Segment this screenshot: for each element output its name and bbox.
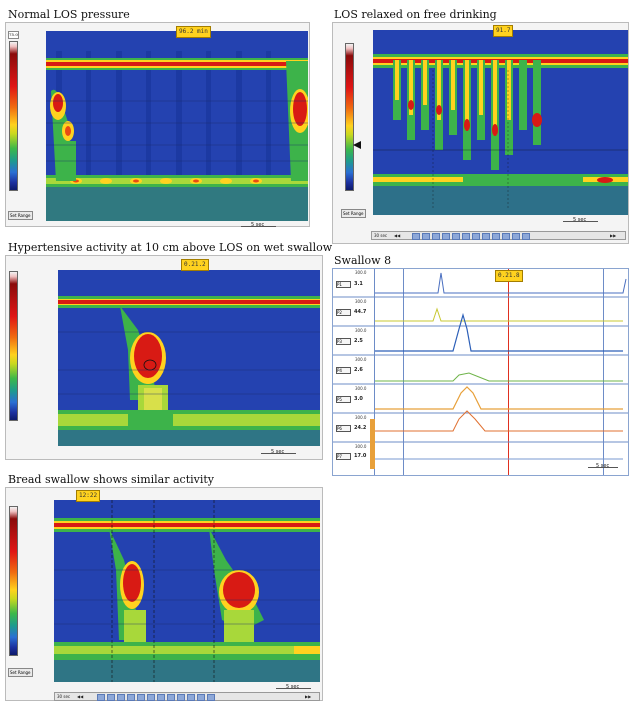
time-scale: 5 sec <box>241 222 276 233</box>
pressure-colorbar <box>9 41 18 191</box>
forward-icon[interactable]: ▶▶ <box>305 694 312 699</box>
time-marker[interactable]: 96.2 min <box>176 26 211 38</box>
channel-max: 300.0 <box>355 270 367 275</box>
plot-frame: 75.0 Set Range <box>5 22 310 228</box>
channel-max: 300.0 <box>355 357 367 362</box>
channel-value: 44.7 <box>354 309 367 315</box>
speed-label: 30 sec <box>374 233 388 238</box>
speed-label: 30 sec <box>57 694 71 699</box>
panel-swallow-8: Swallow 8 0.21.8 P1 3.1 300.0 P2 44.7 <box>327 248 629 478</box>
rewind-icon[interactable]: ◀◀ <box>394 233 401 238</box>
plot-frame: Set Range <box>5 487 323 701</box>
scroll-handle[interactable] <box>370 419 375 469</box>
frame-cell[interactable] <box>167 694 175 701</box>
pointer-arrow-icon <box>353 141 361 149</box>
time-marker[interactable]: 0.21.8 <box>495 270 523 282</box>
frame-cell[interactable] <box>492 233 500 240</box>
frame-cell[interactable] <box>137 694 145 701</box>
time-scale: 5 sec <box>261 449 296 460</box>
panel-los-relaxed: LOS relaxed on free drinking Set Range <box>327 0 629 245</box>
channel-max: 300.0 <box>355 444 367 449</box>
frame-cell[interactable] <box>432 233 440 240</box>
time-scale: 5 sec <box>588 463 618 474</box>
channel-value: 3.0 <box>354 396 363 402</box>
pressure-colorbar <box>345 43 354 191</box>
plot-frame: Set Range <box>332 22 629 244</box>
channel-value: 2.6 <box>354 367 363 373</box>
channel-tag: P4 <box>336 367 351 374</box>
panel-normal-los: Normal LOS pressure 75.0 Set Range <box>0 0 315 235</box>
time-scale: 5 sec <box>276 684 311 695</box>
channel-tag: P1 <box>336 281 351 288</box>
channel-tag: P5 <box>336 396 351 403</box>
frame-cell[interactable] <box>117 694 125 701</box>
channel-value: 2.5 <box>354 338 363 344</box>
panel-title: Bread swallow shows similar activity <box>8 473 215 486</box>
colorbar-max: 75.0 <box>8 31 19 39</box>
frame-cell[interactable] <box>207 694 215 701</box>
pressure-trace-chart: 0.21.8 P1 3.1 300.0 P2 44.7 300.0 P3 2.5… <box>332 268 629 476</box>
channel-tag: P6 <box>336 425 351 432</box>
frame-cell[interactable] <box>502 233 510 240</box>
frame-cell[interactable] <box>452 233 460 240</box>
time-marker[interactable]: 12:22 <box>76 490 101 502</box>
playback-controls[interactable]: 30 sec ◀◀ ▶▶ <box>371 231 626 240</box>
playback-controls[interactable]: 30 sec ◀◀ ▶▶ <box>54 692 320 701</box>
panel-hypertensive: Hypertensive activity at 10 cm above LOS… <box>0 235 332 465</box>
plot-frame: 0.21.2 5 sec <box>5 255 323 460</box>
time-scale: 5 sec <box>563 217 598 228</box>
panel-title: Normal LOS pressure <box>8 8 130 21</box>
set-range-button[interactable]: Set Range <box>8 668 33 677</box>
frame-cell[interactable] <box>187 694 195 701</box>
frame-cell[interactable] <box>442 233 450 240</box>
frame-cell[interactable] <box>422 233 430 240</box>
frame-cell[interactable] <box>127 694 135 701</box>
frame-cell[interactable] <box>147 694 155 701</box>
set-range-button[interactable]: Set Range <box>341 209 366 218</box>
set-range-button[interactable]: Set Range <box>8 211 33 220</box>
pressure-topography-map <box>46 31 308 221</box>
pressure-colorbar <box>9 271 18 421</box>
channel-max: 300.0 <box>355 328 367 333</box>
frame-cell[interactable] <box>472 233 480 240</box>
channel-max: 300.0 <box>355 299 367 304</box>
time-marker[interactable]: 0.21.2 <box>181 259 209 271</box>
pressure-topography-map <box>58 270 320 446</box>
frame-cell[interactable] <box>97 694 105 701</box>
channel-max: 300.0 <box>355 415 367 420</box>
pressure-colorbar <box>9 506 18 656</box>
frame-cell[interactable] <box>177 694 185 701</box>
channel-max: 300.0 <box>355 386 367 391</box>
frame-cell[interactable] <box>107 694 115 701</box>
frame-cell[interactable] <box>522 233 530 240</box>
pressure-topography-map <box>373 30 628 215</box>
frame-cell[interactable] <box>412 233 420 240</box>
rewind-icon[interactable]: ◀◀ <box>77 694 84 699</box>
channel-tag: P2 <box>336 309 351 316</box>
channel-value: 17.0 <box>354 453 367 459</box>
frame-cell[interactable] <box>197 694 205 701</box>
frame-cell[interactable] <box>482 233 490 240</box>
panel-title: LOS relaxed on free drinking <box>334 8 497 21</box>
frame-cell[interactable] <box>512 233 520 240</box>
panel-title: Swallow 8 <box>334 254 392 267</box>
channel-value: 3.1 <box>354 281 363 287</box>
time-marker[interactable]: 91.7 <box>493 25 514 37</box>
channel-value: 24.2 <box>354 425 367 431</box>
frame-cell[interactable] <box>157 694 165 701</box>
channel-tag: P7 <box>336 453 351 460</box>
frame-cell[interactable] <box>462 233 470 240</box>
forward-icon[interactable]: ▶▶ <box>610 233 617 238</box>
panel-bread-swallow: Bread swallow shows similar activity Set… <box>0 465 325 704</box>
channel-tag: P3 <box>336 338 351 345</box>
panel-title: Hypertensive activity at 10 cm above LOS… <box>8 241 333 254</box>
pressure-topography-map <box>54 500 320 682</box>
